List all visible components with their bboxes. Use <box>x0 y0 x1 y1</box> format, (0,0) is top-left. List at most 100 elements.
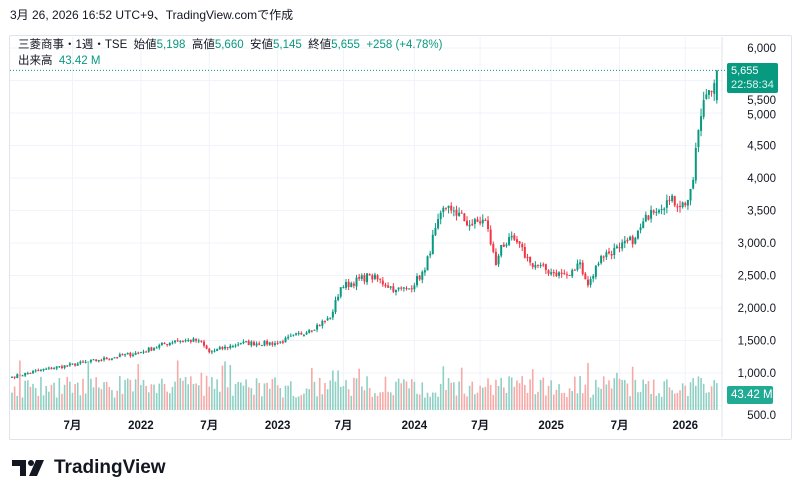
candle-body <box>510 235 513 238</box>
tradingview-logo[interactable]: TradingView <box>12 457 166 479</box>
volume-bar <box>547 385 550 410</box>
volume-bar <box>266 382 268 410</box>
candle-body <box>471 223 474 226</box>
candle-body <box>82 361 85 363</box>
volume-bar <box>392 395 395 410</box>
volume-bar <box>442 366 445 410</box>
volume-legend-value: 43.42 M <box>58 55 101 67</box>
volume-bar <box>166 391 168 410</box>
volume-bar <box>337 370 339 410</box>
volume-bar <box>376 395 379 410</box>
volume-bar <box>666 379 668 410</box>
volume-bar <box>505 392 508 410</box>
candle-body <box>610 254 613 256</box>
x-tick-label: 7月 <box>471 419 489 432</box>
volume-bar <box>681 383 684 410</box>
volume-bar <box>379 392 381 410</box>
candle-body <box>34 370 37 372</box>
candle-body <box>586 279 589 286</box>
volume-bar <box>529 379 531 410</box>
candle-body <box>331 311 334 318</box>
open-value: 5,198 <box>156 39 186 51</box>
volume-bar <box>416 393 418 410</box>
candle-body <box>439 212 442 220</box>
y-tick-label: 5,000 <box>747 110 776 122</box>
candle-body <box>323 320 326 322</box>
candle-body <box>74 363 77 366</box>
candle-body <box>665 200 668 208</box>
candle-body <box>589 279 592 285</box>
volume-bar <box>142 379 145 410</box>
candle-body <box>481 219 484 224</box>
x-tick-label: 7月 <box>334 419 352 432</box>
candle-body <box>636 230 639 239</box>
volume-bar <box>19 360 21 410</box>
volume-bar <box>79 395 82 410</box>
ohlc-legend: 三菱商事・1週・TSE 始値5,198 高値5,660 安値5,145 終値5,… <box>18 37 442 69</box>
candle-body <box>308 330 311 333</box>
candle-body <box>326 318 329 321</box>
volume-bar <box>679 390 681 410</box>
candle-body <box>247 340 250 345</box>
candle-body <box>505 244 508 246</box>
candle-body <box>258 343 261 345</box>
candle-body <box>160 343 163 346</box>
volume-bar <box>637 392 639 410</box>
volume-bar <box>524 384 526 410</box>
volume-bar <box>708 392 710 410</box>
candle-body <box>394 289 397 293</box>
volume-bar <box>55 397 58 410</box>
volume-bar <box>213 388 216 410</box>
candle-body <box>550 272 553 275</box>
volume-bar <box>629 396 631 410</box>
volume-bar <box>705 392 708 410</box>
volume-bar <box>34 388 37 410</box>
volume-bar <box>289 381 292 410</box>
candle-body <box>347 281 350 287</box>
candle-body <box>124 354 127 356</box>
volume-bar <box>660 396 663 410</box>
volume-bar <box>137 364 140 410</box>
volume-bar <box>568 388 571 410</box>
candle-body <box>142 351 145 353</box>
candle-body <box>53 368 56 370</box>
volume-bar <box>463 393 466 410</box>
candle-body <box>37 370 40 372</box>
volume-bar <box>418 394 421 410</box>
candle-body <box>647 215 650 220</box>
volume-bar <box>479 385 481 410</box>
x-tick-label: 2025 <box>538 420 564 432</box>
volume-bar <box>358 368 360 410</box>
volume-bar <box>245 379 247 410</box>
high-label: 高値 <box>191 39 215 51</box>
candle-body <box>242 341 245 344</box>
candle-body <box>660 209 663 211</box>
candle-body <box>318 325 321 327</box>
volume-bar <box>374 393 376 410</box>
candle-body <box>181 340 184 342</box>
candle-body <box>515 239 518 243</box>
volume-bar <box>366 376 368 410</box>
volume-bar <box>424 397 426 410</box>
volume-bar <box>329 380 332 410</box>
volume-bar <box>187 384 190 410</box>
volume-bar <box>663 381 666 410</box>
candle-body <box>429 253 432 256</box>
candle-body <box>166 344 169 346</box>
candle-body <box>605 252 608 258</box>
volume-bar <box>555 389 558 410</box>
volume-bar <box>447 377 450 410</box>
volume-bar <box>350 395 353 410</box>
candle-body <box>631 236 634 245</box>
volume-bar <box>111 390 113 410</box>
open-label: 始値 <box>133 39 157 51</box>
volume-bar <box>492 394 495 410</box>
candle-body <box>489 229 492 245</box>
volume-bar <box>16 395 19 410</box>
candle-body <box>126 353 129 355</box>
volume-bar <box>455 395 458 410</box>
volume-bar <box>652 379 655 410</box>
last-volume-label: 43.42 M <box>727 386 773 404</box>
candle-body <box>221 346 224 349</box>
